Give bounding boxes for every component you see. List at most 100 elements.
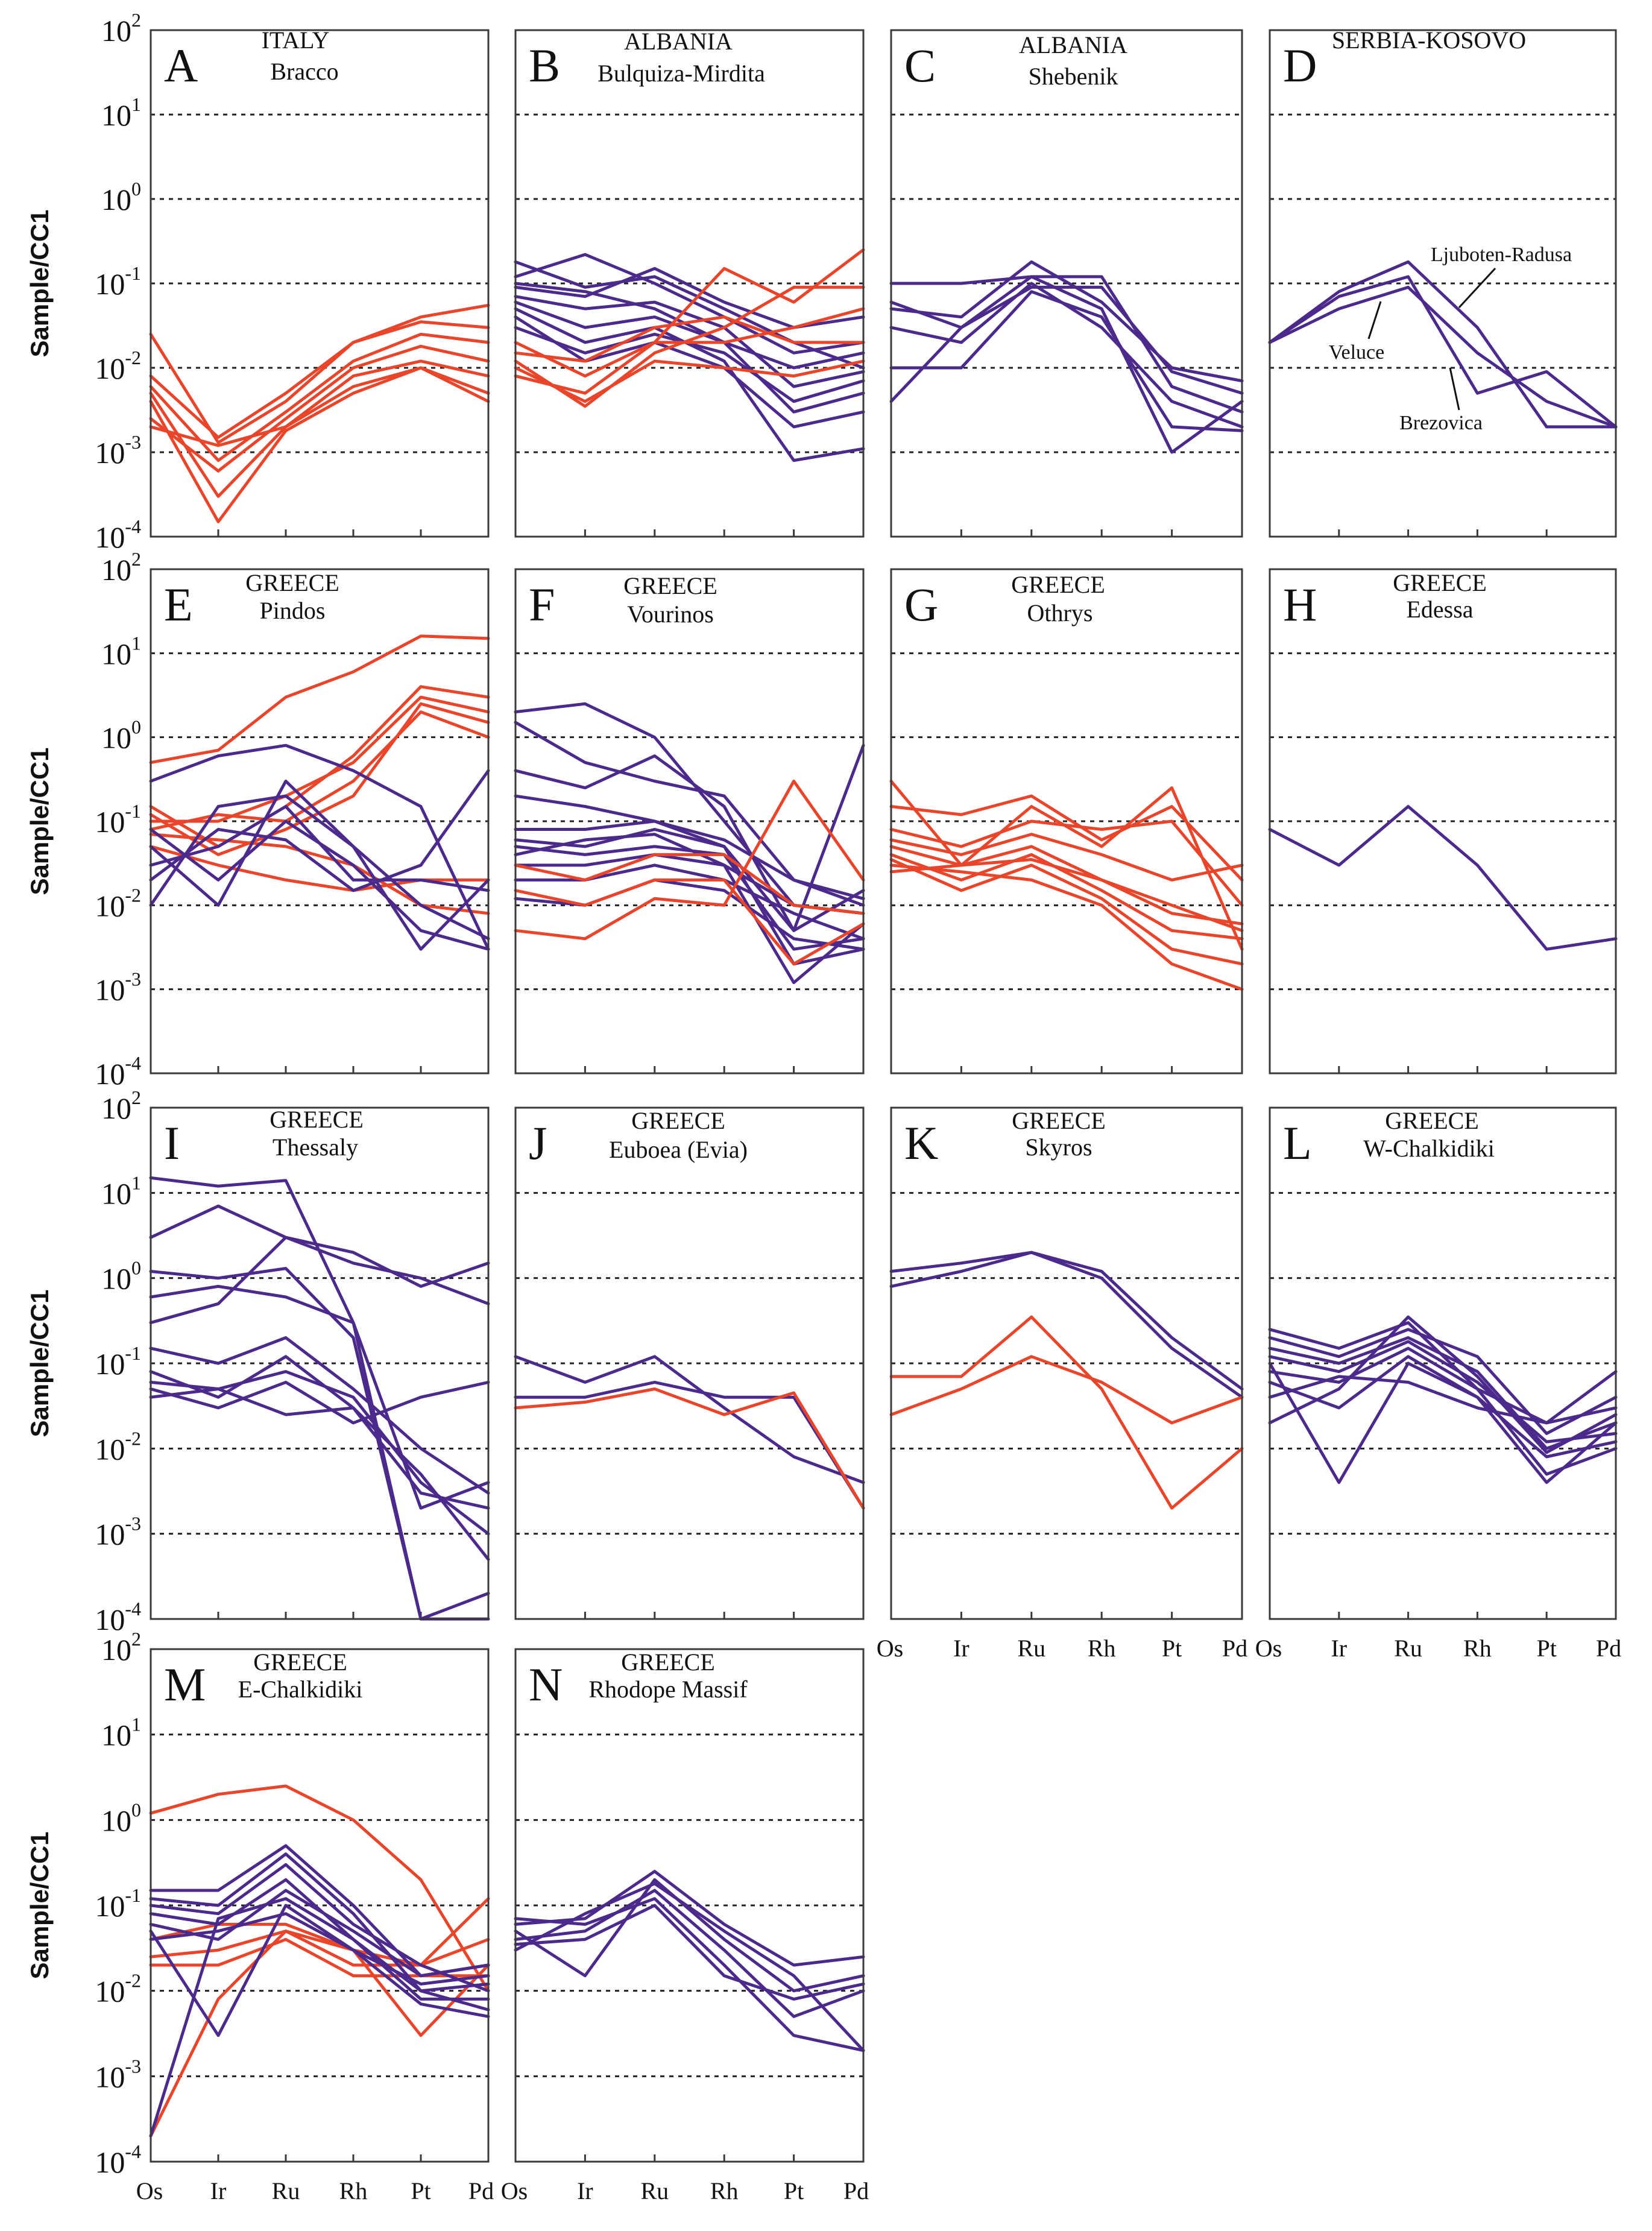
x-tick-label: Ir <box>577 2177 593 2204</box>
x-tick-label: Rh <box>710 2177 739 2204</box>
panel-country: GREECE <box>631 1107 725 1134</box>
panel-letter: J <box>529 1117 547 1169</box>
panel-locality: Skyros <box>1025 1134 1092 1161</box>
y-axis-label: Sample/CC1 <box>25 209 54 357</box>
x-tick-label: Pd <box>468 2177 494 2204</box>
panel-c: C ALBANIA Shebenik <box>889 29 1244 538</box>
y-tick-label: 10-4 <box>95 2141 141 2179</box>
panel-b: B ALBANIA Bulquiza-Mirdita <box>514 28 865 538</box>
series-line-purple <box>514 1355 865 1485</box>
panel-locality: Vourinos <box>627 601 714 628</box>
annotation-leader <box>1367 301 1382 339</box>
panel-letter: A <box>164 39 198 92</box>
series-line-red <box>149 344 490 473</box>
series-line-red <box>149 359 490 498</box>
panel-letter: M <box>164 1658 206 1711</box>
panel-frame <box>514 29 865 538</box>
series-line-purple <box>1268 1321 1618 1425</box>
panel-letter: I <box>164 1117 180 1169</box>
x-tick-label: Ru <box>640 2177 669 2204</box>
panel-country: GREECE <box>621 1649 715 1676</box>
panel-country: GREECE <box>1012 1107 1106 1134</box>
y-tick-label: 100 <box>101 1799 141 1837</box>
y-tick-label: 10-3 <box>95 1513 141 1551</box>
panel-letter: F <box>529 578 555 631</box>
annotation-label: Brezovica <box>1399 412 1483 434</box>
series-line-purple <box>1268 275 1618 429</box>
series-line-purple <box>149 743 490 951</box>
panel-frame <box>890 568 1243 1074</box>
series-line-red <box>889 780 1244 951</box>
series-line-red <box>889 833 1244 882</box>
series-line-red <box>889 853 1244 941</box>
y-tick-label: 100 <box>101 1257 141 1296</box>
panel-locality: Bulquiza-Mirdita <box>597 60 765 87</box>
series-line-purple <box>149 1380 490 1425</box>
x-tick-label: Pt <box>411 2177 430 2204</box>
x-tick-label: Pd <box>1222 1635 1247 1662</box>
x-tick-label: Rh <box>339 2177 368 2204</box>
annotation-leader <box>1458 267 1496 309</box>
series-line-red <box>149 303 490 444</box>
series-line-red <box>889 1315 1244 1510</box>
series-line-purple <box>514 315 865 429</box>
y-tick-label: 101 <box>101 1172 141 1210</box>
series-line-red <box>149 845 490 892</box>
series-line-red <box>514 780 865 941</box>
panel-letter: D <box>1283 39 1317 92</box>
series-line-red <box>514 359 865 403</box>
x-tick-label: Pd <box>1596 1635 1621 1662</box>
panel-letter: N <box>529 1658 563 1711</box>
panel-locality: Bracco <box>270 58 338 85</box>
series-line-purple <box>889 260 1244 383</box>
series-line-purple <box>514 260 865 370</box>
panel-letter: B <box>529 39 560 92</box>
y-tick-label: 10-3 <box>95 431 141 470</box>
x-tick-label: Os <box>136 2177 163 2204</box>
panel-country: GREECE <box>1385 1107 1479 1134</box>
series-line-red <box>889 845 1244 932</box>
series-line-purple <box>889 275 1244 454</box>
panel-letter: E <box>164 578 193 631</box>
series-line-red <box>149 332 490 462</box>
panel-locality: Edessa <box>1406 596 1473 623</box>
series-line-red <box>514 248 865 378</box>
series-line-red <box>889 794 1244 882</box>
series-line-purple <box>514 853 865 985</box>
y-tick-label: 100 <box>101 716 141 755</box>
x-tick-label: Rh <box>1088 1635 1116 1662</box>
series-line-purple <box>514 282 865 370</box>
panel-letter: K <box>904 1117 938 1169</box>
series-line-red <box>889 819 1244 907</box>
series-line-purple <box>1268 1340 1618 1444</box>
series-line-purple <box>514 1904 865 2001</box>
series-line-red <box>889 1355 1244 1425</box>
series-line-purple <box>1268 260 1618 429</box>
series-line-purple <box>149 1235 490 1325</box>
panel-letter: G <box>904 578 938 631</box>
panel-letter: L <box>1283 1117 1312 1169</box>
series-line-red <box>149 634 490 765</box>
y-tick-label: 10-2 <box>95 884 141 923</box>
panel-country: ALBANIA <box>624 28 733 55</box>
series-line-purple <box>514 1889 865 2018</box>
series-line-purple <box>149 1387 490 1510</box>
series-line-purple <box>1268 1375 1618 1425</box>
panel-frame <box>514 1106 865 1620</box>
series-line-purple <box>514 1870 865 1967</box>
x-tick-label: Ir <box>210 2177 227 2204</box>
series-line-red <box>514 285 865 408</box>
series-line-purple <box>889 285 1244 395</box>
panel-locality: W-Chalkidiki <box>1363 1135 1495 1162</box>
series-line-purple <box>1268 1362 1618 1485</box>
series-line-red <box>149 710 490 831</box>
x-tick-label: Os <box>501 2177 528 2204</box>
series-line-purple <box>149 794 490 951</box>
series-line-purple <box>514 267 865 329</box>
x-tick-label: Ru <box>1017 1635 1045 1662</box>
series-line-purple <box>149 1904 490 2037</box>
